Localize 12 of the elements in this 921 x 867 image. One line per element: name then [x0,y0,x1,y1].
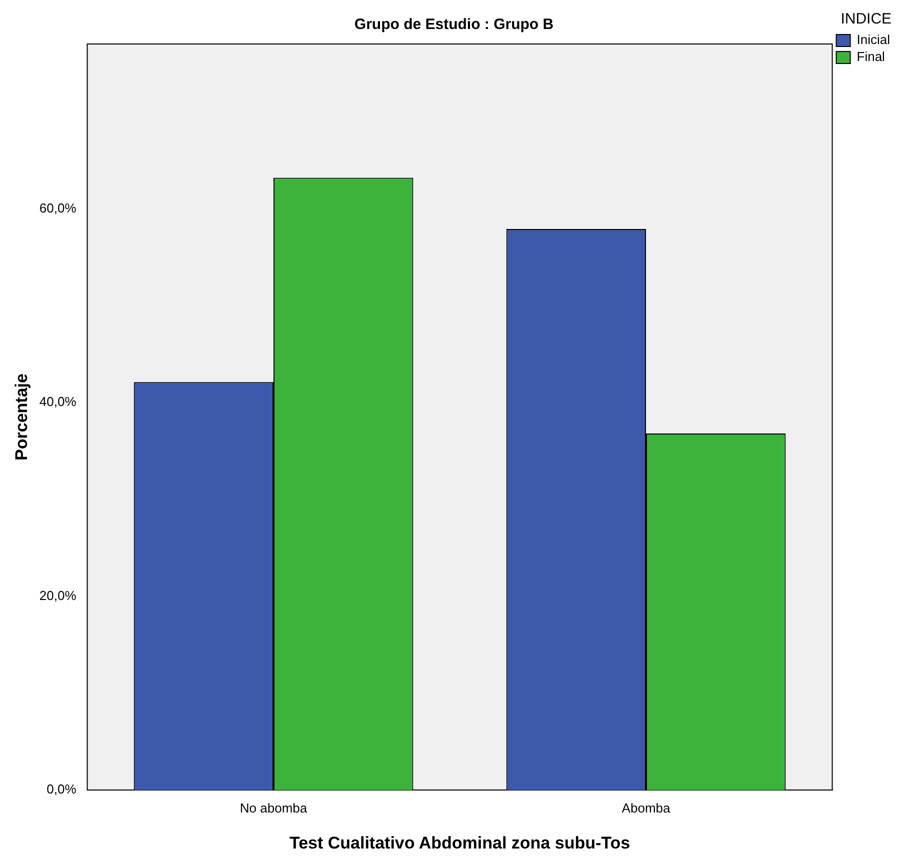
x-tick-label: No abomba [240,800,308,816]
legend-label: Inicial [856,32,890,48]
y-tick-label: 20,0% [39,588,77,603]
y-tick-label: 40,0% [39,394,77,410]
legend-title: INDICE [840,10,892,28]
legend-label: Final [856,49,886,64]
y-axis-title: Porcentaje [12,374,31,460]
x-tick-label: Abomba [622,800,671,816]
chart-title: Grupo de Estudio : Grupo B [354,16,554,34]
y-tick-label: 60,0% [39,200,77,216]
x-axis-title: Test Cualitativo Abdominal zona subu-Tos [289,833,630,852]
y-tick-label: 0,0% [46,782,77,797]
